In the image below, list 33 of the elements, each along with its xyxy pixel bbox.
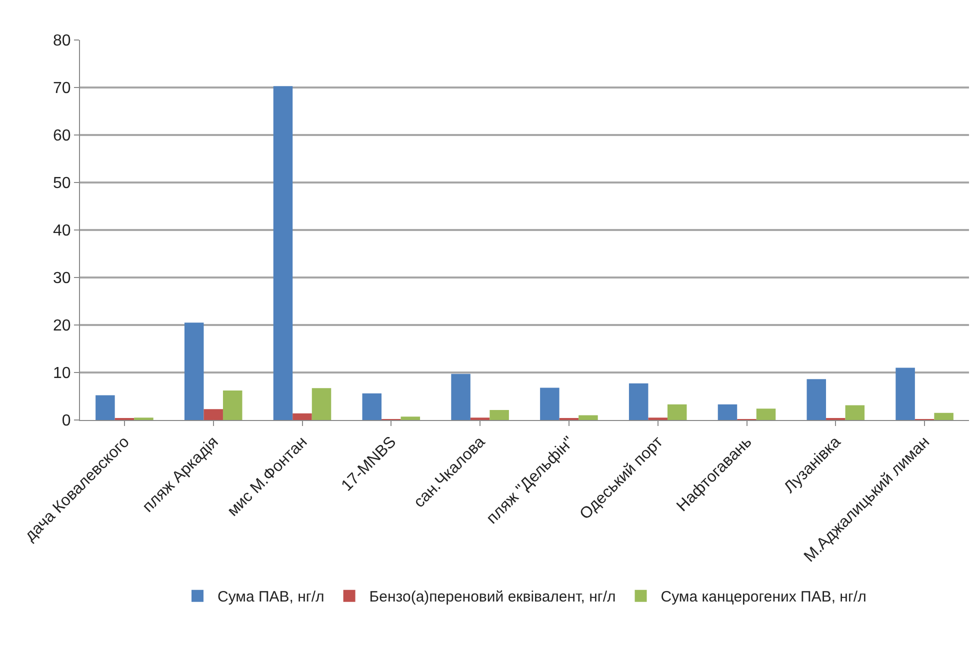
bar bbox=[222, 390, 242, 420]
bar bbox=[312, 388, 332, 420]
bar bbox=[756, 408, 776, 420]
y-tick-label: 50 bbox=[53, 175, 71, 192]
bar bbox=[896, 368, 915, 420]
bar bbox=[806, 379, 826, 420]
legend-label: Бензо(а)переновий еквівалент, нг/л bbox=[369, 588, 616, 606]
bar bbox=[204, 409, 223, 420]
y-tick-label: 20 bbox=[53, 318, 71, 335]
y-tick-label: 80 bbox=[53, 32, 71, 50]
bar bbox=[362, 393, 382, 420]
bar bbox=[934, 412, 954, 420]
y-tick-label: 0 bbox=[62, 412, 71, 430]
legend-label: Сума канцерогених ПАВ, нг/л bbox=[660, 588, 866, 606]
y-tick-label: 10 bbox=[53, 365, 71, 382]
bar bbox=[578, 415, 598, 420]
y-tick-label: 70 bbox=[53, 80, 71, 98]
bar bbox=[667, 404, 687, 420]
bar bbox=[540, 388, 560, 420]
bar bbox=[292, 413, 312, 420]
bar bbox=[96, 395, 115, 420]
y-tick-label: 60 bbox=[53, 128, 71, 145]
bar bbox=[184, 322, 204, 420]
bar bbox=[718, 404, 738, 420]
bar bbox=[400, 416, 420, 420]
y-tick-label: 30 bbox=[53, 270, 71, 288]
bar bbox=[490, 410, 509, 420]
legend-label: Сума ПАВ, нг/л bbox=[218, 588, 324, 606]
bar bbox=[845, 405, 865, 420]
y-tick-label: 40 bbox=[53, 222, 71, 240]
bar bbox=[628, 383, 648, 420]
bar bbox=[273, 86, 293, 420]
bar bbox=[451, 374, 470, 420]
